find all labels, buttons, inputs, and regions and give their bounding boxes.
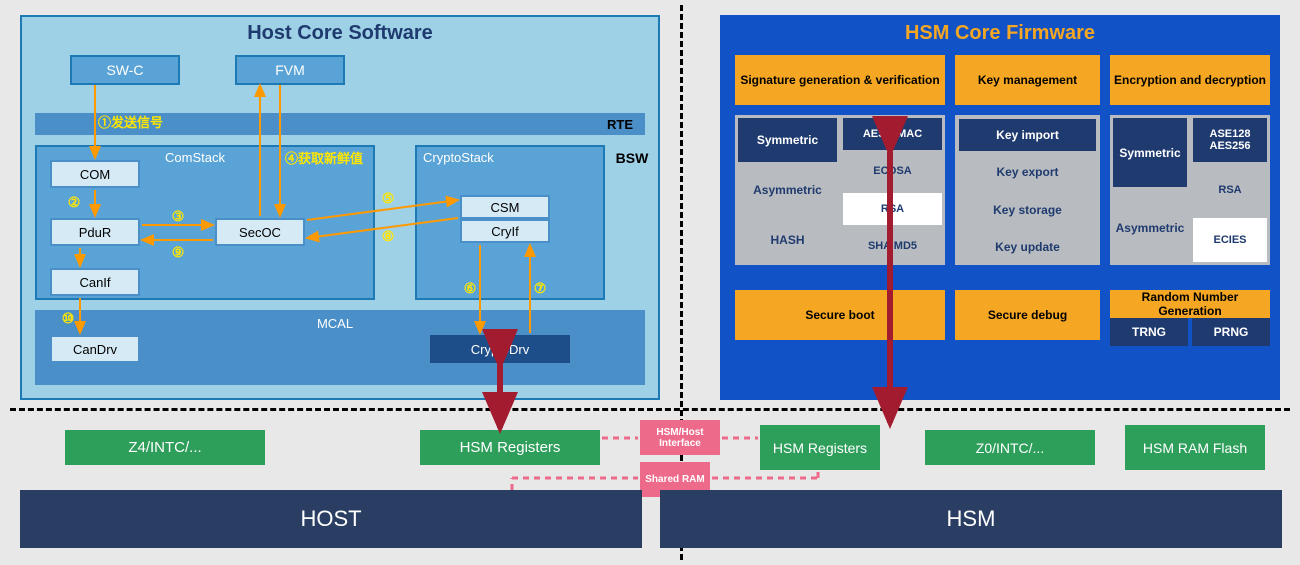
hsm-cell: ECIES: [1193, 218, 1267, 262]
cryif-box: CryIf: [460, 219, 550, 243]
hsm-cell: ASE128 AES256: [1193, 118, 1267, 162]
hsm-cell: SHA MD5: [843, 231, 942, 263]
hsm-footer-sub: PRNG: [1192, 318, 1270, 346]
step-number: ⑩: [60, 310, 76, 326]
candrv-box: CanDrv: [50, 335, 140, 363]
hsm-col-footer-0: Secure boot: [735, 290, 945, 340]
hsm-cell: ECDSA: [843, 156, 942, 188]
com-box: COM: [50, 160, 140, 188]
step-number: ⑥: [462, 280, 478, 296]
host-bar: HOST: [20, 490, 642, 548]
canif-box: CanIf: [50, 268, 140, 296]
hsm-cell: Asymmetric: [1113, 193, 1187, 262]
hsm-cell: RSA: [1193, 168, 1267, 212]
horizontal-divider: [10, 408, 1290, 411]
cryptodrv-box: CryptoDrv: [430, 335, 570, 363]
swc-box: SW-C: [70, 55, 180, 85]
hsm-cell: Symmetric: [738, 118, 837, 162]
step-number: ⑤: [380, 190, 396, 206]
step4-text: ④获取新鲜值: [285, 148, 363, 167]
hw-left-block: Z4/INTC/...: [65, 430, 265, 465]
hsm-col-footer-2: Random Number Generation: [1110, 290, 1270, 318]
csm-box: CSM: [460, 195, 550, 219]
hw-right-block: HSM RAM Flash: [1125, 425, 1265, 470]
hsm-cell: Symmetric: [1113, 118, 1187, 187]
hsm-footer-sub: TRNG: [1110, 318, 1188, 346]
hsm-cell: Key storage: [959, 194, 1096, 226]
mcal-title: MCAL: [295, 314, 375, 332]
host-panel-title: Host Core Software: [20, 19, 660, 47]
hsm-col-header-1: Key management: [955, 55, 1100, 105]
hsm-cell: Key import: [959, 119, 1096, 151]
step-number: ⑨: [170, 244, 186, 260]
bsw-label: BSW: [612, 148, 652, 168]
hsm-cell: HASH: [738, 218, 837, 262]
hsm-panel-title: HSM Core Firmware: [720, 19, 1280, 47]
pdur-box: PduR: [50, 218, 140, 246]
hw-right-block: HSM Registers: [760, 425, 880, 470]
hsm-cell: Asymmetric: [738, 168, 837, 212]
comstack-title: ComStack: [145, 148, 245, 166]
hsm-col-header-0: Signature generation & verification: [735, 55, 945, 105]
hsm-cell: RSA: [843, 193, 942, 225]
step-number: ⑧: [380, 228, 396, 244]
hsm-cell: Key export: [959, 157, 1096, 189]
hsm-bar: HSM: [660, 490, 1282, 548]
step-number: ②: [66, 194, 82, 210]
cryptostack-title: CryptoStack: [423, 148, 523, 166]
hw-left-block: HSM Registers: [420, 430, 600, 465]
step-number: ③: [170, 208, 186, 224]
step1-text: ①发送信号: [98, 112, 163, 131]
fvm-box: FVM: [235, 55, 345, 85]
hsm-col-header-2: Encryption and decryption: [1110, 55, 1270, 105]
hw-right-block: Z0/INTC/...: [925, 430, 1095, 465]
hsm-col-footer-1: Secure debug: [955, 290, 1100, 340]
hsm-cell: AES-CMAC: [843, 118, 942, 150]
hsm-host-interface: HSM/Host Interface: [640, 420, 720, 455]
secoc-box: SecOC: [215, 218, 305, 246]
step-number: ⑦: [532, 280, 548, 296]
hsm-cell: Key update: [959, 232, 1096, 264]
